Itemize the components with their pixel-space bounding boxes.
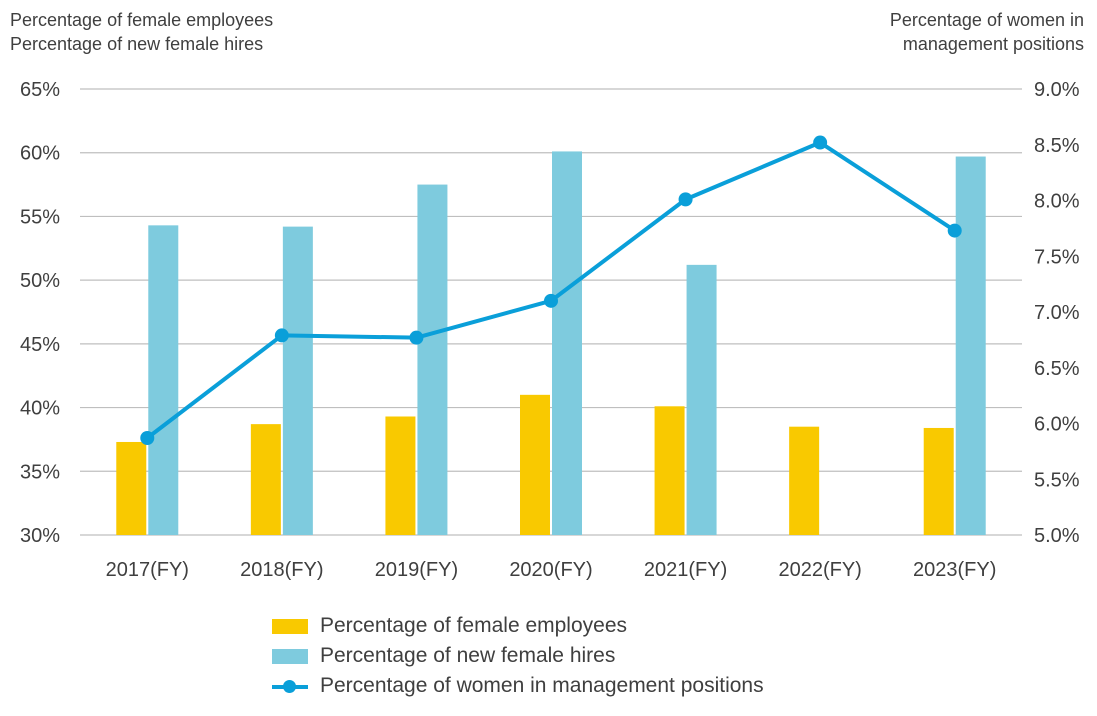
left-tick-label: 40%	[20, 398, 60, 420]
left-tick-label: 50%	[20, 270, 60, 292]
x-tick-label: 2021(FY)	[644, 559, 727, 581]
bar-female-employees	[520, 394, 550, 535]
right-tick-label: 6.5%	[1034, 358, 1080, 380]
right-tick-label: 5.5%	[1034, 469, 1080, 491]
legend-label-female-employees: Percentage of female employees	[320, 614, 628, 637]
right-axis-title-line1: Percentage of women in	[889, 10, 1084, 30]
right-tick-label: 7.5%	[1034, 246, 1080, 268]
x-tick-label: 2018(FY)	[240, 559, 323, 581]
point-women-management	[140, 430, 155, 445]
legend-swatch-female-employees	[272, 618, 308, 634]
left-axis-title-line2: Percentage of new female hires	[10, 34, 264, 54]
right-tick-label: 8.0%	[1034, 191, 1080, 213]
chart-legend: Percentage of female employees Percentag…	[272, 611, 764, 701]
right-tick-label: 8.5%	[1034, 135, 1080, 157]
right-axis-title-line2: management positions	[902, 34, 1084, 54]
bar-new-female-hires	[955, 156, 986, 535]
x-tick-label: 2023(FY)	[913, 559, 996, 581]
left-axis-title-line1: Percentage of female employees	[10, 10, 274, 30]
left-tick-label: 30%	[20, 525, 60, 547]
point-women-management	[947, 223, 962, 238]
left-tick-label: 60%	[20, 143, 60, 165]
bar-female-employees	[654, 406, 685, 535]
right-tick-label: 7.0%	[1034, 302, 1080, 324]
bar-new-female-hires	[417, 184, 448, 536]
point-women-management	[813, 135, 828, 150]
right-tick-label: 5.0%	[1034, 525, 1080, 547]
bar-female-employees	[116, 441, 147, 535]
left-tick-label: 45%	[20, 334, 60, 356]
bar-new-female-hires	[552, 151, 582, 535]
bar-new-female-hires	[148, 225, 179, 535]
x-tick-label: 2017(FY)	[106, 559, 189, 581]
bar-new-female-hires	[686, 264, 717, 535]
legend-item-new-female-hires: Percentage of new female hires	[272, 641, 764, 671]
legend-swatch-new-female-hires	[272, 648, 308, 664]
bar-new-female-hires	[282, 226, 313, 535]
legend-swatch-women-management	[272, 679, 308, 694]
left-tick-label: 65%	[20, 79, 60, 101]
point-women-management	[544, 293, 558, 308]
bar-female-employees	[385, 416, 416, 535]
left-tick-label: 35%	[20, 461, 60, 483]
left-axis-title: Percentage of female employees Percentag…	[10, 8, 273, 56]
line-women-management	[146, 140, 956, 440]
right-axis-title: Percentage of women in management positi…	[890, 8, 1084, 56]
x-tick-label: 2020(FY)	[509, 559, 592, 581]
bar-female-employees	[923, 427, 954, 535]
point-women-management	[274, 328, 289, 343]
bar-female-employees	[250, 424, 281, 535]
right-tick-label: 6.0%	[1034, 414, 1080, 436]
point-women-management	[409, 330, 424, 345]
point-women-management	[678, 192, 693, 207]
bar-female-employees	[789, 426, 820, 535]
legend-label-new-female-hires: Percentage of new female hires	[320, 644, 616, 667]
x-tick-label: 2019(FY)	[375, 559, 458, 581]
left-tick-label: 55%	[20, 206, 60, 228]
right-tick-label: 9.0%	[1034, 79, 1080, 101]
x-tick-label: 2022(FY)	[778, 559, 861, 581]
chart-plot-area: 30% 35% 40% 45% 50% 55% 60% 65% 5.0% 5.5% 6.0% 6.5%…	[20, 79, 1080, 581]
legend-label-women-management: Percentage of women in management positi…	[320, 674, 764, 697]
legend-item-female-employees: Percentage of female employees	[272, 611, 764, 641]
legend-item-women-management: Percentage of women in management positi…	[272, 671, 764, 701]
